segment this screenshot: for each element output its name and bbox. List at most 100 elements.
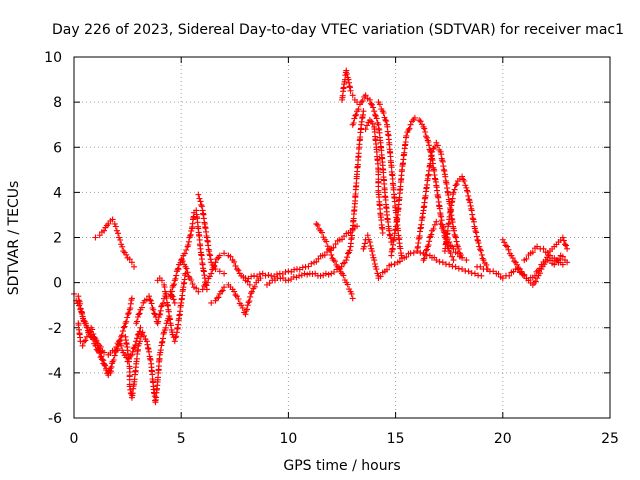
data-point (150, 306, 157, 313)
data-point (128, 295, 135, 302)
x-tick-label: 20 (494, 431, 512, 447)
data-point (362, 92, 369, 99)
data-point-trail (464, 187, 473, 206)
data-point (424, 243, 431, 250)
data-point (257, 275, 264, 282)
data-series (71, 67, 571, 406)
data-point (345, 76, 352, 83)
data-point (137, 324, 144, 331)
data-point-trail (108, 360, 116, 375)
data-point-trail (344, 247, 353, 261)
data-point-trail (336, 264, 344, 275)
data-point-trail (161, 284, 169, 297)
data-point-trail (160, 293, 169, 307)
data-point (296, 272, 303, 279)
series-arc-13 (263, 108, 367, 288)
data-point (499, 275, 506, 282)
data-point-trail (83, 322, 93, 336)
data-point-trail (243, 306, 250, 314)
series-arc-20 (375, 248, 485, 282)
data-point-trail (121, 249, 130, 258)
data-point-trail (369, 252, 377, 261)
data-point (242, 311, 249, 318)
data-point-trail (495, 270, 504, 280)
data-point (459, 173, 466, 180)
data-point (246, 281, 253, 288)
data-point (349, 92, 356, 99)
data-point-trail (352, 173, 360, 204)
data-point-trail (348, 290, 355, 297)
data-point-trail (414, 210, 426, 251)
data-point (534, 275, 541, 282)
data-point (203, 279, 210, 286)
data-point-trail (206, 251, 214, 263)
data-point-trail (451, 227, 461, 249)
data-point (317, 272, 324, 279)
data-point-trail (185, 227, 195, 248)
data-point-trail (279, 269, 289, 277)
data-point (504, 243, 511, 250)
data-point (92, 234, 99, 241)
data-point (534, 243, 541, 250)
data-point-trail (508, 268, 517, 276)
data-point (463, 184, 470, 191)
data-point (403, 132, 410, 139)
data-point-trail (355, 101, 363, 113)
data-point-trail (123, 310, 132, 325)
data-point-trail (131, 364, 139, 385)
data-point-trail (350, 204, 358, 229)
data-point-trail (177, 256, 185, 266)
data-point-trail (339, 84, 347, 101)
data-point (111, 347, 118, 354)
data-point-trail (330, 237, 341, 251)
data-point-trail (115, 230, 121, 237)
data-point (439, 259, 446, 266)
data-point (437, 220, 444, 227)
data-point (364, 232, 371, 239)
data-point-trail (395, 168, 405, 215)
y-tick-label: -6 (48, 411, 62, 427)
series-arc-4 (122, 315, 172, 406)
y-tick-label: 8 (53, 95, 62, 111)
data-point-trail (89, 326, 98, 341)
data-point-trail (483, 266, 490, 272)
data-point (128, 259, 135, 266)
y-tick-label: 0 (53, 276, 62, 292)
data-point-trail (386, 231, 394, 242)
data-point-trail (460, 176, 469, 189)
data-point-trail (501, 239, 509, 249)
data-point (248, 288, 255, 295)
series-arc-18 (375, 99, 406, 261)
data-point-trail (141, 332, 149, 343)
data-point-trail (262, 272, 272, 279)
data-point-trail (113, 340, 121, 350)
data-point-trail (102, 222, 110, 231)
data-point-trail (112, 223, 119, 230)
data-point (559, 261, 566, 268)
data-point-trail (359, 93, 368, 104)
data-point-trail (555, 259, 564, 266)
data-point-trail (372, 111, 381, 126)
data-point-trail (377, 143, 386, 166)
data-point-trail (430, 143, 438, 152)
data-point (195, 288, 202, 295)
data-point-trail (439, 225, 447, 233)
data-point-trail (399, 134, 409, 170)
data-point-trail (477, 263, 484, 270)
data-point-trail (107, 347, 116, 356)
x-tick-label: 10 (279, 431, 297, 447)
data-point-trail (425, 152, 435, 179)
data-point (244, 302, 251, 309)
series-arc-8 (167, 207, 210, 300)
data-point (178, 257, 185, 264)
data-point-trail (384, 123, 392, 143)
data-point (105, 372, 112, 379)
data-point-trail (144, 341, 154, 363)
data-point-trail (298, 270, 311, 279)
data-point-trail (377, 214, 386, 232)
chart-title: Day 226 of 2023, Sidereal Day-to-day VTE… (52, 22, 624, 38)
data-point-trail (209, 262, 218, 269)
data-point (450, 257, 457, 264)
data-point-trail (368, 118, 376, 127)
data-point-trail (288, 273, 300, 283)
